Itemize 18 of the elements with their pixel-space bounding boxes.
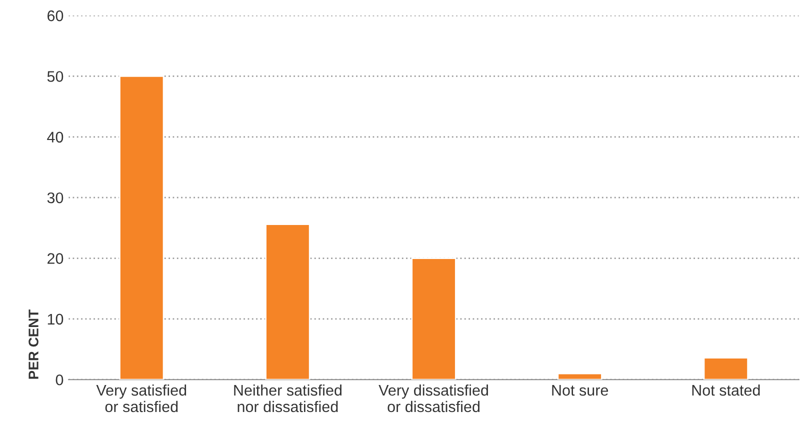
y-axis-title: PER CENT: [28, 310, 38, 379]
x-tick-label: Neither satisfied nor dissatisfied: [234, 384, 342, 412]
bar: [119, 76, 164, 380]
bar: [265, 224, 310, 380]
y-tick-label: 20: [48, 253, 64, 264]
y-tick-label: 10: [48, 314, 64, 325]
x-tick-label: Very satisfied or satisfied: [96, 384, 186, 412]
x-tick-label: Very dissatisfied or dissatisfied: [378, 384, 488, 412]
bar: [411, 258, 456, 380]
bar: [557, 372, 602, 380]
y-tick-label: 0: [56, 374, 64, 386]
y-tick-label: 60: [48, 10, 64, 22]
x-tick-label: Not sure: [552, 385, 608, 396]
y-tick-label: 50: [47, 71, 64, 82]
bar: [703, 357, 748, 380]
x-tick-label: Not stated: [692, 384, 760, 396]
y-tick-label: 40: [47, 132, 64, 143]
y-tick-label: 30: [47, 192, 64, 204]
